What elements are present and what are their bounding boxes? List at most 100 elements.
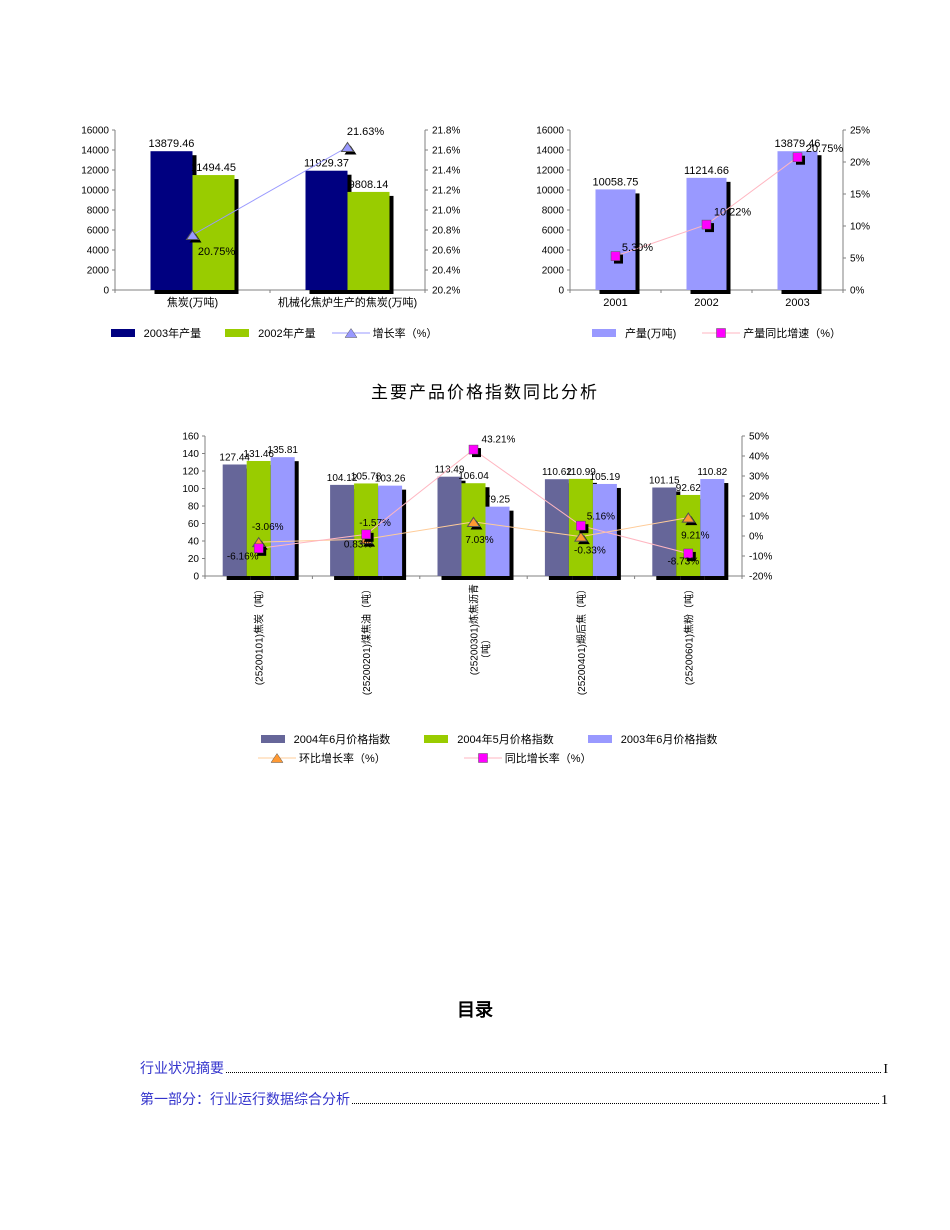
left-axis-label: 12000 [536, 166, 564, 177]
toc-entry[interactable]: 行业状况摘要 I [140, 1058, 888, 1078]
bar [700, 479, 725, 576]
right-axis-label: 20.6% [432, 246, 460, 257]
left-axis-label: 0 [103, 286, 109, 297]
bar [652, 487, 677, 576]
category-label: (25200201)煤焦油（吨） [360, 584, 373, 695]
right-axis-label: 5% [850, 254, 865, 265]
left-axis-label: 14000 [81, 146, 109, 157]
marker-value-label: 7.03% [465, 535, 493, 546]
bar-value-label: 11214.66 [684, 165, 729, 177]
marker-value-label: 21.63% [347, 126, 385, 138]
right-axis-label: 30% [749, 472, 769, 483]
bar-value-label: 103.26 [375, 474, 406, 485]
legend-label: 2002年产量 [258, 328, 316, 340]
left-axis-label: 140 [182, 449, 199, 460]
toc-entries: 行业状况摘要 I 第一部分：行业运行数据综合分析 1 [140, 1058, 888, 1120]
right-axis-label: 0% [749, 532, 764, 543]
chart-svg: 0 20 40 60 80 100 120 140 160 -20% -10% 0% 10% 20% 30%… [182, 432, 772, 696]
category-label: 焦炭(万吨) [167, 296, 218, 309]
bar [192, 175, 235, 290]
chart-price-index: 主要产品价格指数同比分析 0 20 40 60 80 100 120 140 160 -20% -1… [170, 378, 800, 766]
square-marker [361, 529, 371, 540]
category-label: 2002 [694, 297, 718, 309]
chart-legend: 产量(万吨) 产量同比增速（%） [520, 325, 905, 341]
right-axis-label: 20% [749, 492, 769, 503]
marker-value-label: -0.33% [574, 546, 606, 557]
bar [544, 479, 569, 576]
legend-label: 2004年6月价格指数 [293, 734, 391, 746]
right-axis-label: 10% [749, 512, 769, 523]
bar [305, 170, 348, 290]
square-marker [716, 328, 727, 338]
legend-swatch [702, 328, 741, 338]
marker-value-label: 43.21% [482, 435, 516, 446]
square-marker [792, 152, 803, 162]
bar-value-label: 11494.45 [191, 162, 236, 174]
toc-entry-title[interactable]: 第一部分：行业运行数据综合分析 [140, 1093, 350, 1108]
tspan: (25200601)焦粉（吨） [682, 584, 695, 685]
toc-dot-leader [226, 1072, 882, 1073]
marker-value-label: 20.75% [806, 143, 844, 155]
bar-value-label: 105.19 [590, 472, 621, 483]
legend-label: 同比增长率（%） [504, 753, 592, 765]
chart-title: 主要产品价格指数同比分析 [371, 383, 599, 402]
legend-label: 增长率（%） [372, 328, 438, 340]
bar [461, 483, 486, 576]
bar-value-label: 9808.14 [349, 179, 389, 191]
left-axis-label: 8000 [542, 206, 565, 217]
right-axis-label: 21.4% [432, 166, 460, 177]
legend-item: 2003年6月价格指数 [580, 731, 717, 747]
rect [424, 735, 449, 743]
left-axis-label: 0 [193, 572, 199, 583]
legend-row: 2004年6月价格指数 2004年5月价格指数 2003年6月价格指数 [170, 731, 800, 747]
legend-swatch [463, 753, 502, 763]
legend-label: 环比增长率（%） [299, 753, 386, 765]
legend-item: 增长率（%） [331, 325, 438, 341]
legend-row: 环比增长率（%） 同比增长率（%） [170, 750, 800, 766]
legend-row: 2003年产量 2002年产量 增长率（%） [60, 325, 480, 341]
toc-entry-title[interactable]: 行业状况摘要 [140, 1062, 224, 1077]
bar [330, 484, 355, 576]
marker-value-label: 10.22% [714, 207, 752, 219]
bar-value-label: 110.82 [697, 467, 727, 478]
marker-value-label: 20.75% [198, 246, 236, 258]
left-axis-label: 2000 [87, 266, 110, 277]
left-axis-label: 16000 [81, 126, 109, 137]
category-label: (25200301)炼焦沥青（吨） [468, 584, 493, 675]
chart-svg: 0 2000 4000 6000 8000 10000 12000 14000 16000 20.… [81, 126, 460, 310]
rect [225, 329, 250, 337]
legend-item: 产量(万吨) [584, 325, 676, 341]
bar [347, 191, 390, 290]
toc-page-number: I [883, 1062, 888, 1077]
left-axis-label: 4000 [87, 246, 110, 257]
square-marker [478, 753, 488, 763]
legend-label: 2003年产量 [143, 328, 202, 340]
right-axis-label: 0% [850, 286, 865, 297]
right-axis-label: 25% [850, 126, 870, 137]
legend-row: 产量(万吨) 产量同比增速（%） [520, 325, 905, 341]
left-axis-label: 20 [188, 554, 200, 565]
left-axis-label: 6000 [87, 226, 110, 237]
rect [587, 735, 612, 743]
left-axis-label: 10000 [536, 186, 564, 197]
triangle-marker [185, 229, 200, 240]
chart-plot-area: 0 2000 4000 6000 8000 10000 12000 14000 16000 0% 5… [520, 112, 905, 319]
left-axis-label: 12000 [81, 166, 109, 177]
bar [485, 506, 510, 576]
marker-value-label: 9.21% [681, 531, 709, 542]
right-axis-label: 20.4% [432, 266, 460, 277]
left-axis-label: 6000 [542, 226, 565, 237]
category-label: (25200101)焦炭（吨） [253, 584, 266, 685]
legend-swatch [110, 329, 135, 337]
chart-svg: 0 2000 4000 6000 8000 10000 12000 14000 16000 0% 5… [536, 126, 870, 310]
toc-entry[interactable]: 第一部分：行业运行数据综合分析 1 [140, 1089, 888, 1109]
chart-legend: 2004年6月价格指数 2004年5月价格指数 2003年6月价格指数 环比增长率（%… [170, 731, 800, 766]
legend-swatch [587, 735, 612, 743]
chart-coke-output-comparison: 0 2000 4000 6000 8000 10000 12000 14000 16000 20.… [60, 112, 480, 341]
bar-value-label: 11929.37 [304, 158, 349, 170]
bar-value-label: 106.04 [458, 471, 489, 482]
bar [378, 485, 403, 576]
left-axis-label: 160 [182, 432, 199, 443]
legend-swatch [260, 735, 285, 743]
